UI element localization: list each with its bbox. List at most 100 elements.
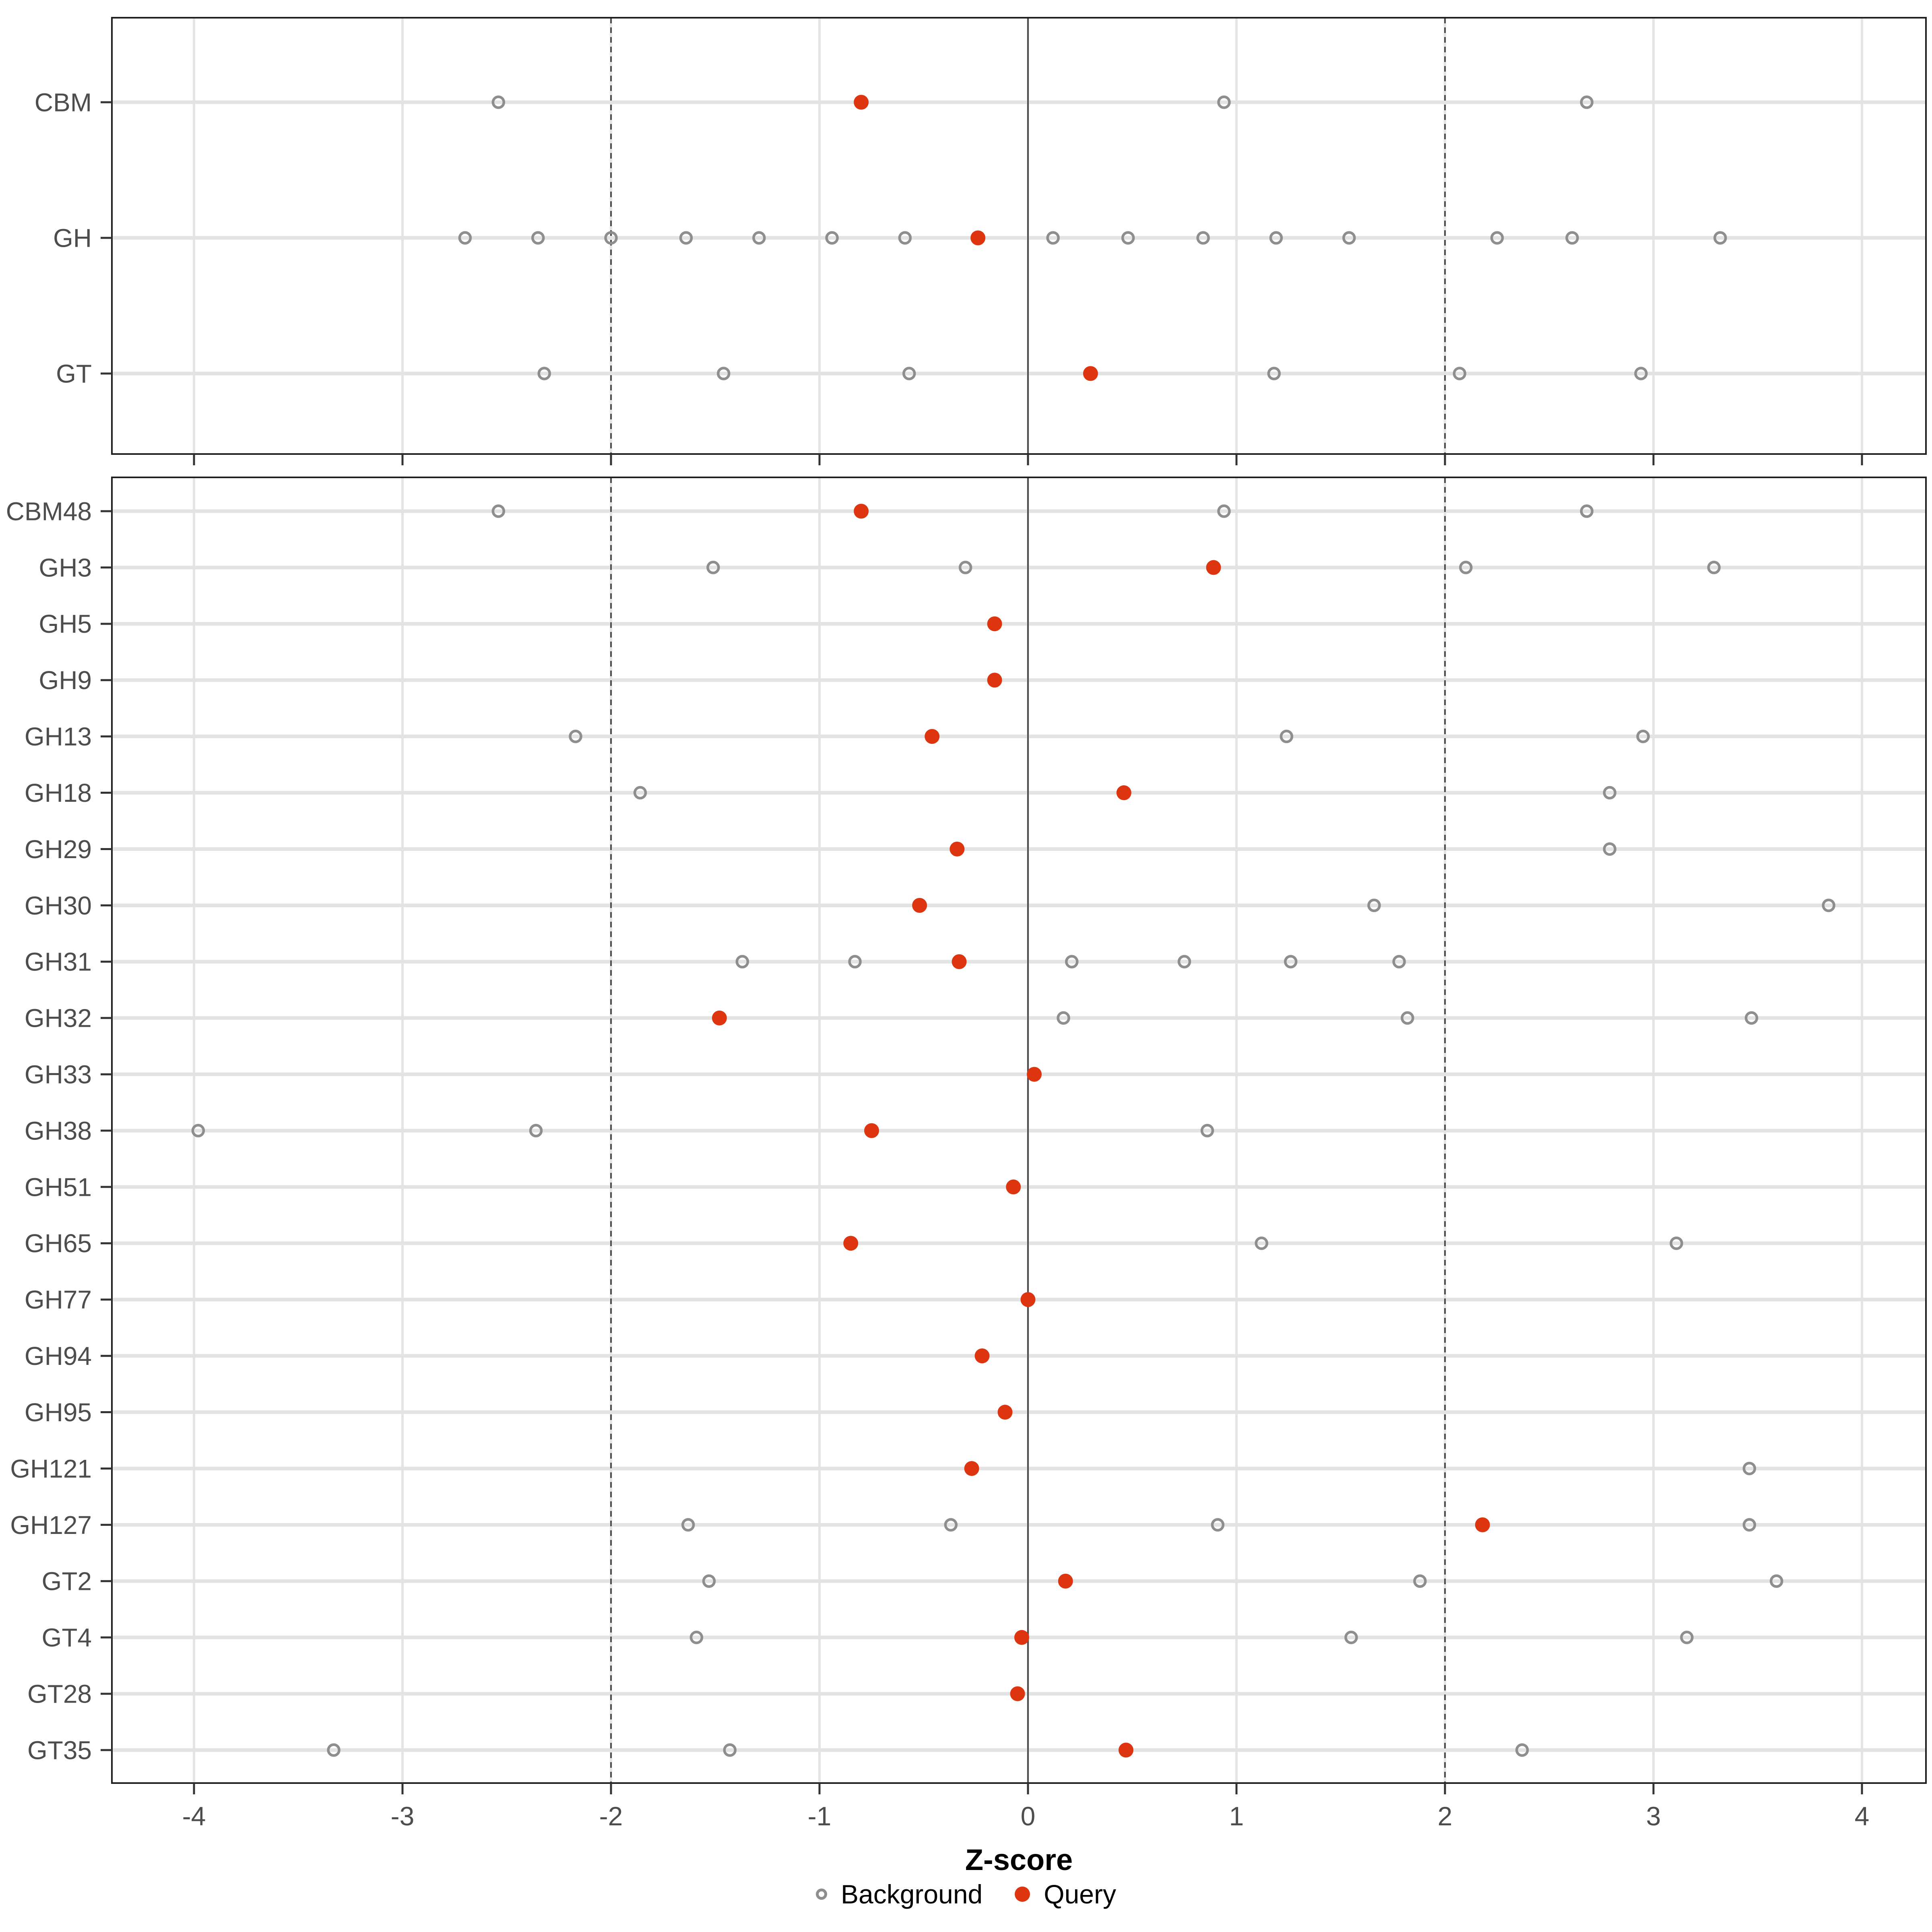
background-point: [1401, 1011, 1414, 1025]
y-axis-label: GH3: [39, 553, 92, 582]
background-point: [569, 729, 582, 743]
panel-summary-classes: CBM GH GT: [35, 17, 1927, 465]
y-axis-label: GH77: [25, 1285, 92, 1314]
x-tick-label: -4: [182, 1801, 206, 1831]
y-axis-label: GH127: [10, 1511, 92, 1540]
x-tick-label: -3: [391, 1801, 415, 1831]
query-point: [987, 673, 1002, 688]
background-point: [689, 1631, 704, 1644]
y-axis-label: GH9: [39, 666, 92, 695]
y-axis-label: GT28: [27, 1679, 92, 1708]
background-point: [1211, 1518, 1225, 1532]
y-axis-label: GH121: [10, 1454, 92, 1483]
background-point: [1280, 729, 1294, 743]
background-point: [1742, 1518, 1757, 1532]
background-point: [1769, 1574, 1783, 1588]
y-axis-label: GH: [53, 223, 92, 252]
background-point: [1490, 231, 1504, 245]
background-point: [1670, 1236, 1683, 1250]
background-point: [1284, 955, 1298, 969]
query-legend-marker-icon: [1015, 1887, 1030, 1902]
background-point: [1742, 1461, 1757, 1476]
background-point: [1342, 231, 1356, 245]
y-axis-label: GH33: [25, 1060, 92, 1089]
panel-families: -4 -3 -2 -1 0 1 2 3 4 CBM48 GH3 GH5 GH9 GH13 GH18 GH29 G…: [6, 477, 1927, 1831]
background-point: [531, 231, 545, 245]
y-axis-label: GH30: [25, 891, 92, 920]
legend-item-background: Background: [816, 1879, 983, 1909]
query-point: [952, 954, 967, 969]
query-point: [974, 1348, 990, 1364]
background-point: [902, 367, 916, 380]
background-point: [1057, 1011, 1070, 1025]
background-point: [752, 231, 766, 245]
background-point: [458, 231, 472, 245]
background-point: [1177, 955, 1191, 969]
background-point: [825, 231, 839, 245]
background-point: [1459, 561, 1473, 574]
background-point: [681, 1518, 695, 1532]
background-point: [1515, 1743, 1529, 1757]
background-point: [1603, 842, 1616, 856]
background-point: [1269, 231, 1283, 245]
y-axis-label: GH38: [25, 1116, 92, 1145]
background-point: [944, 1518, 958, 1532]
background-point: [1603, 786, 1616, 800]
background-point: [898, 231, 912, 245]
query-point: [712, 1010, 727, 1026]
background-point: [1255, 1236, 1268, 1250]
y-axis-label: GH18: [25, 778, 92, 807]
x-tick-label: 0: [1021, 1801, 1036, 1831]
y-axis-label: GT: [56, 359, 92, 388]
background-point: [491, 95, 506, 109]
background-legend-marker-icon: [816, 1889, 827, 1900]
background-point: [716, 367, 731, 380]
background-point: [491, 504, 506, 518]
background-point: [529, 1124, 543, 1137]
background-point: [679, 231, 693, 245]
query-point: [970, 230, 986, 246]
background-point: [1822, 898, 1835, 912]
x-axis-title: Z-score: [965, 1843, 1073, 1876]
y-axis-label: GT35: [27, 1736, 92, 1765]
background-point: [1217, 95, 1231, 109]
background-point: [1565, 231, 1579, 245]
query-point: [964, 1461, 979, 1476]
x-tick-label: 1: [1229, 1801, 1244, 1831]
x-tick-label: 2: [1438, 1801, 1453, 1831]
query-point: [1058, 1573, 1073, 1589]
query-point: [1010, 1686, 1025, 1701]
background-point: [702, 1574, 716, 1588]
y-axis-label: CBM48: [6, 497, 92, 526]
query-point: [1475, 1517, 1490, 1532]
background-point: [1634, 367, 1648, 380]
y-axis-label: GH51: [25, 1172, 92, 1201]
query-point: [1027, 1067, 1042, 1082]
query-point: [1020, 1292, 1036, 1307]
background-point: [706, 561, 720, 574]
background-point: [1200, 1124, 1214, 1137]
y-axis-label: GT2: [42, 1567, 92, 1596]
query-point: [997, 1405, 1013, 1420]
background-point: [1680, 1631, 1694, 1644]
background-point: [1344, 1631, 1358, 1644]
legend: Background Query: [0, 1879, 1932, 1909]
y-axis-label: GH95: [25, 1398, 92, 1427]
y-axis-label: GH65: [25, 1229, 92, 1258]
query-point: [1006, 1179, 1021, 1195]
background-point: [1707, 561, 1721, 574]
y-axis-label: GT4: [42, 1623, 92, 1652]
query-point: [854, 95, 869, 110]
y-axis-label: GH94: [25, 1342, 92, 1371]
background-point: [1580, 504, 1593, 518]
query-point: [987, 616, 1002, 632]
background-point: [537, 367, 551, 380]
background-point: [848, 955, 862, 969]
query-legend-label: Query: [1044, 1879, 1116, 1909]
background-point: [1453, 367, 1467, 380]
panel-border: [111, 17, 1927, 455]
query-point: [843, 1236, 859, 1251]
background-point: [1413, 1574, 1427, 1588]
